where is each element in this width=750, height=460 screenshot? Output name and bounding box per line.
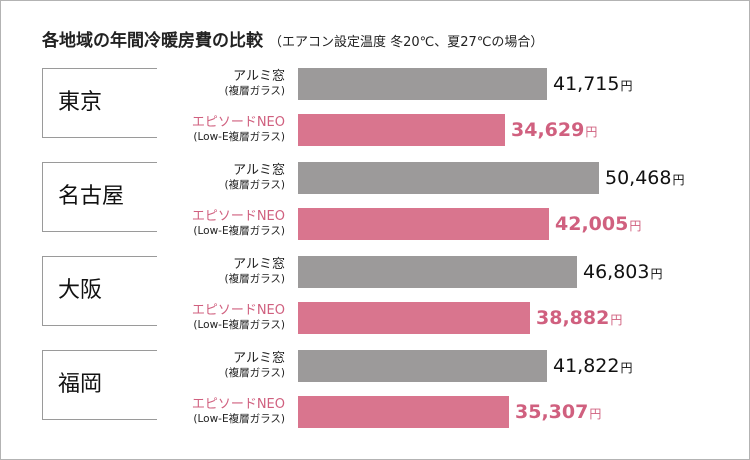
- series-label-aluminum: アルミ窓 (複層ガラス): [225, 164, 285, 192]
- region-box: [42, 350, 157, 420]
- data-label-value: 42,005: [555, 213, 629, 235]
- data-label-unit: 円: [672, 173, 685, 187]
- series-name: アルミ窓: [233, 257, 285, 272]
- data-label: 42,005円: [555, 208, 641, 242]
- chart-title-main: 各地域の年間冷暖房費の比較: [42, 31, 263, 51]
- region-box: [42, 256, 157, 326]
- data-label: 46,803円: [583, 256, 663, 290]
- data-label-value: 41,822: [553, 355, 620, 377]
- data-label-unit: 円: [620, 361, 633, 375]
- series-label-aluminum: アルミ窓 (複層ガラス): [225, 352, 285, 380]
- bar: [298, 396, 509, 428]
- data-label-value: 38,882: [536, 307, 610, 329]
- data-label: 50,468円: [605, 162, 685, 196]
- series-name: エピソードNEO: [191, 209, 285, 224]
- series-note: (複層ガラス): [224, 179, 285, 191]
- region-box: [42, 68, 157, 138]
- data-label-unit: 円: [610, 313, 623, 327]
- region-label: 東京: [58, 90, 103, 115]
- series-note: (複層ガラス): [224, 367, 285, 379]
- series-label-episode-neo: エピソードNEO (Low-E複層ガラス): [192, 398, 285, 426]
- data-label-value: 46,803: [583, 261, 650, 283]
- series-note: (Low-E複層ガラス): [193, 319, 285, 331]
- series-label-episode-neo: エピソードNEO (Low-E複層ガラス): [192, 304, 285, 332]
- bar: [298, 114, 505, 146]
- bar: [298, 68, 547, 100]
- series-label-episode-neo: エピソードNEO (Low-E複層ガラス): [192, 210, 285, 238]
- series-name: エピソードNEO: [191, 303, 285, 318]
- region-label: 大阪: [58, 278, 103, 303]
- bar: [298, 256, 577, 288]
- series-name: アルミ窓: [233, 163, 285, 178]
- data-label: 35,307円: [515, 396, 601, 430]
- data-label: 41,715円: [553, 68, 633, 102]
- chart-title: 各地域の年間冷暖房費の比較 （エアコン設定温度 冬20℃、夏27℃の場合）: [42, 26, 543, 51]
- series-note: (複層ガラス): [224, 85, 285, 97]
- series-name: エピソードNEO: [191, 115, 285, 130]
- data-label-unit: 円: [585, 125, 598, 139]
- series-note: (Low-E複層ガラス): [193, 225, 285, 237]
- data-label: 41,822円: [553, 350, 633, 384]
- region-box: [42, 162, 157, 232]
- series-name: アルミ窓: [233, 69, 285, 84]
- chart-subtitle: （エアコン設定温度 冬20℃、夏27℃の場合）: [269, 35, 544, 50]
- bar: [298, 350, 547, 382]
- region-label: 名古屋: [58, 184, 125, 209]
- bar: [298, 162, 599, 194]
- data-label-unit: 円: [650, 267, 663, 281]
- data-label-value: 41,715: [553, 73, 620, 95]
- series-label-aluminum: アルミ窓 (複層ガラス): [225, 258, 285, 286]
- data-label-value: 50,468: [605, 167, 672, 189]
- data-label-value: 34,629: [511, 119, 585, 141]
- data-label: 34,629円: [511, 114, 597, 148]
- data-label-unit: 円: [629, 219, 642, 233]
- series-note: (Low-E複層ガラス): [193, 131, 285, 143]
- series-note: (Low-E複層ガラス): [193, 413, 285, 425]
- series-note: (複層ガラス): [224, 273, 285, 285]
- series-label-episode-neo: エピソードNEO (Low-E複層ガラス): [192, 116, 285, 144]
- data-label-unit: 円: [620, 79, 633, 93]
- data-label-value: 35,307: [515, 401, 589, 423]
- data-label-unit: 円: [589, 407, 602, 421]
- series-label-aluminum: アルミ窓 (複層ガラス): [225, 70, 285, 98]
- bar: [298, 302, 530, 334]
- series-name: アルミ窓: [233, 351, 285, 366]
- data-label: 38,882円: [536, 302, 622, 336]
- bar: [298, 208, 549, 240]
- region-label: 福岡: [58, 372, 103, 397]
- series-name: エピソードNEO: [191, 397, 285, 412]
